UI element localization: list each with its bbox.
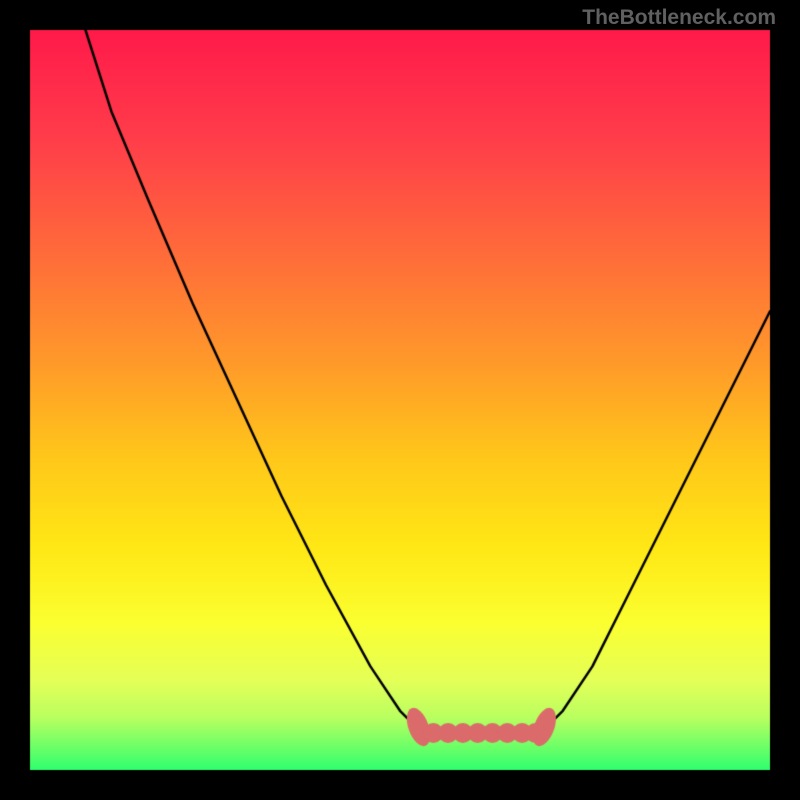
chart-wrapper: TheBottleneck.com: [0, 0, 800, 800]
watermark-label: TheBottleneck.com: [582, 6, 776, 30]
bottleneck-curve-chart: [0, 0, 800, 800]
